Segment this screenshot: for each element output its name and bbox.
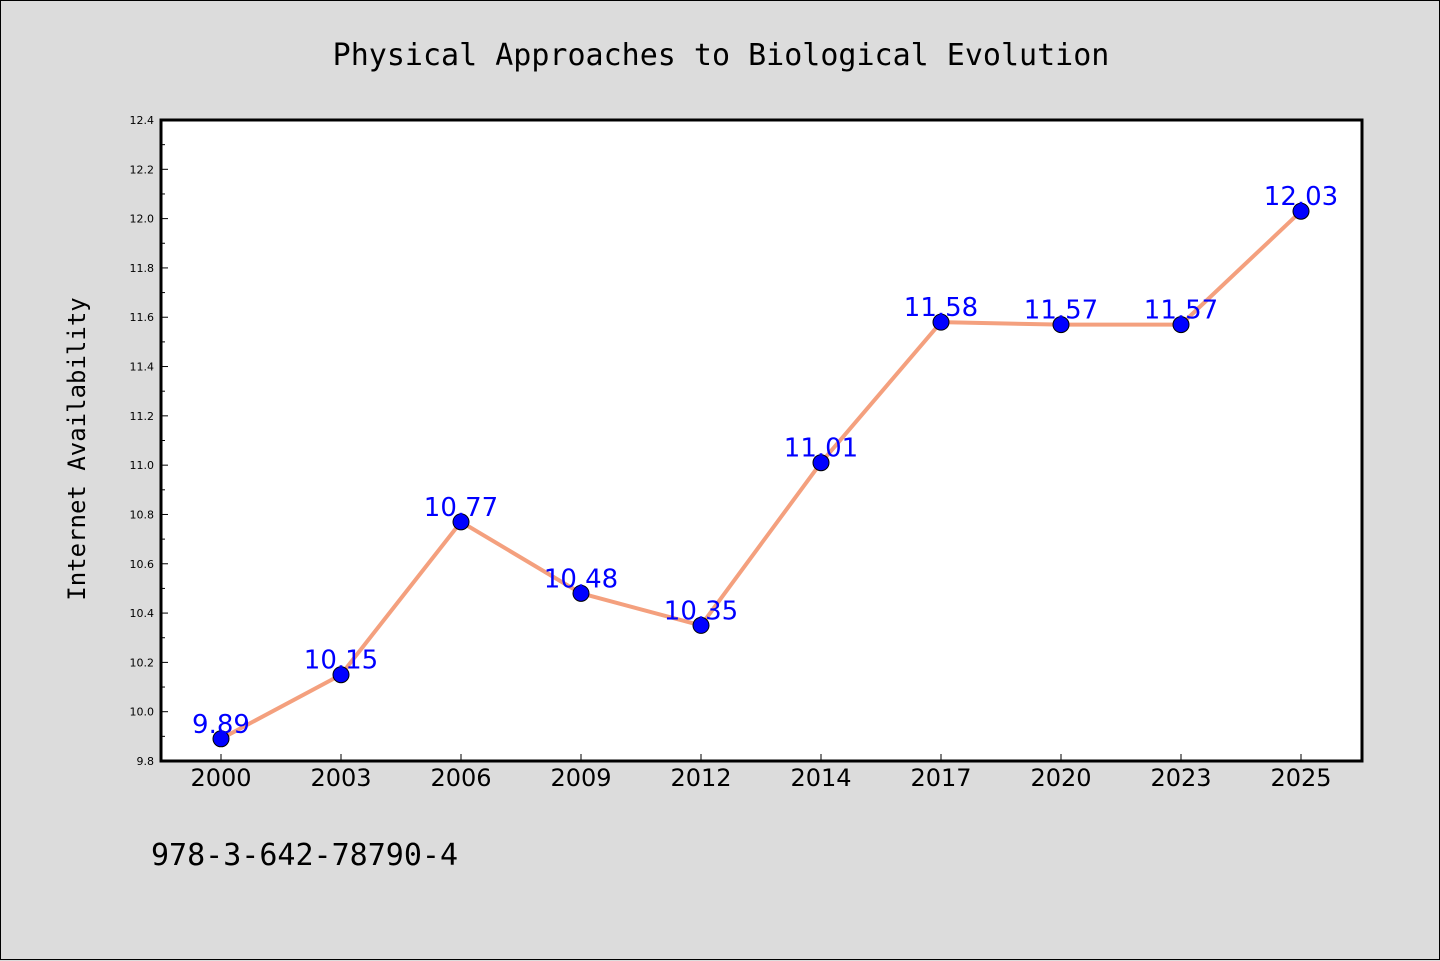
y-tick-label: 11.4 bbox=[130, 361, 155, 374]
y-tick-label: 10.4 bbox=[130, 607, 155, 620]
x-tick-label: 2023 bbox=[1150, 764, 1211, 792]
data-label-layer: 9.89 10.15 10.77 10.48 10.35 11.01 11.58 11.57 1… bbox=[192, 182, 1338, 740]
data-point bbox=[452, 513, 470, 531]
y-tick-label: 10.0 bbox=[130, 706, 155, 719]
chart-title: Physical Approaches to Biological Evolut… bbox=[333, 38, 1110, 73]
data-label: 10.77 bbox=[424, 493, 498, 523]
data-label: 11.01 bbox=[784, 434, 858, 464]
series-layer bbox=[212, 202, 1310, 748]
x-tick-label: 2020 bbox=[1030, 764, 1091, 792]
y-tick-label: 11.2 bbox=[130, 410, 155, 423]
y-tick-label: 11.0 bbox=[130, 459, 155, 472]
y-axis-label: Internet Availability bbox=[63, 297, 91, 600]
data-label: 11.58 bbox=[904, 293, 978, 323]
y-tick-label: 11.6 bbox=[130, 311, 155, 324]
y-tick-label: 10.2 bbox=[130, 656, 155, 669]
data-label: 12.03 bbox=[1264, 182, 1338, 212]
x-tick-label: 2003 bbox=[310, 764, 371, 792]
series-line bbox=[220, 209, 1303, 741]
data-point bbox=[572, 584, 590, 602]
y-tick-label: 10.8 bbox=[130, 508, 155, 521]
data-label: 10.48 bbox=[544, 564, 618, 594]
data-label: 11.57 bbox=[1024, 296, 1098, 326]
plot-frame bbox=[159, 118, 1364, 763]
data-point bbox=[332, 666, 350, 684]
data-label: 9.89 bbox=[192, 710, 250, 740]
x-tick-label: 2012 bbox=[670, 764, 731, 792]
y-axis-ticks: 9.8 10.0 10.2 10.4 10.6 10.8 11.0 11.2 11.4 11.6 1… bbox=[130, 114, 168, 768]
x-tick-label: 2006 bbox=[430, 764, 491, 792]
y-tick-label: 11.8 bbox=[130, 262, 155, 275]
data-point bbox=[692, 616, 710, 634]
x-tick-label: 2009 bbox=[550, 764, 611, 792]
x-tick-label: 2025 bbox=[1270, 764, 1331, 792]
data-point bbox=[812, 454, 830, 472]
data-point bbox=[1052, 316, 1070, 334]
y-tick-label: 12.0 bbox=[130, 213, 155, 226]
data-point bbox=[1292, 202, 1310, 220]
x-tick-label: 2000 bbox=[190, 764, 251, 792]
y-tick-label: 10.6 bbox=[130, 558, 155, 571]
x-tick-label: 2017 bbox=[910, 764, 971, 792]
isbn-text: 978-3-642-78790-4 bbox=[151, 838, 458, 873]
data-label: 10.35 bbox=[664, 596, 738, 626]
plot-area bbox=[161, 120, 1362, 761]
y-tick-label: 12.4 bbox=[130, 114, 155, 127]
data-label: 10.15 bbox=[304, 646, 378, 676]
y-tick-label: 9.8 bbox=[137, 755, 155, 768]
data-point bbox=[212, 730, 230, 748]
data-point bbox=[1172, 316, 1190, 334]
x-tick-label: 2014 bbox=[790, 764, 851, 792]
y-tick-label: 12.2 bbox=[130, 163, 155, 176]
data-point bbox=[932, 313, 950, 331]
data-label: 11.57 bbox=[1144, 296, 1218, 326]
x-axis-ticks: 2000 2003 2006 2009 2012 2014 2017 2020 2023 2025 bbox=[190, 754, 1332, 792]
